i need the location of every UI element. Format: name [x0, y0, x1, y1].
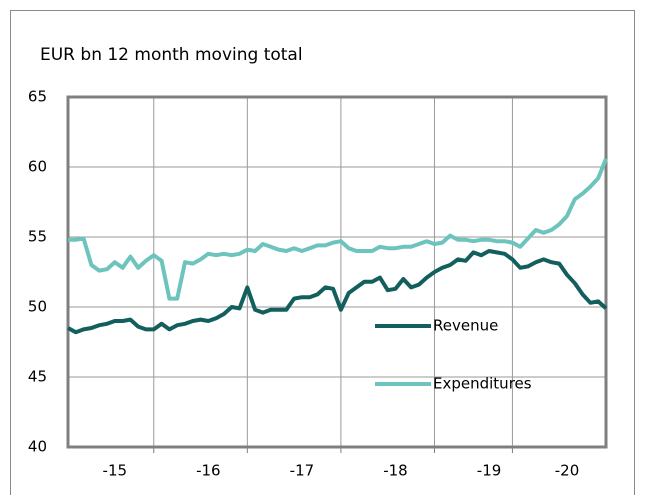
- legend-label: Expenditures: [433, 375, 532, 393]
- y-tick-label: 55: [28, 228, 47, 246]
- legend-label: Revenue: [433, 317, 498, 335]
- series-line: [67, 249, 608, 335]
- x-tick-label: -18: [383, 462, 408, 480]
- y-tick-label: 60: [28, 158, 47, 176]
- frame: [10, 10, 635, 499]
- y-tick-label: 65: [28, 88, 47, 106]
- y-tick-label: 50: [28, 298, 47, 316]
- chart-title: EUR bn 12 month moving total: [40, 45, 303, 65]
- x-tick-label: -20: [555, 462, 580, 480]
- x-tick-label: -16: [196, 462, 221, 480]
- series-line: [68, 157, 608, 301]
- x-tick-label: -17: [290, 462, 315, 480]
- x-tick-label: -15: [103, 462, 128, 480]
- x-tick-label: -19: [477, 462, 502, 480]
- y-tick-label: 40: [28, 438, 47, 456]
- plot-border: [66, 95, 608, 449]
- y-tick-label: 45: [28, 368, 47, 386]
